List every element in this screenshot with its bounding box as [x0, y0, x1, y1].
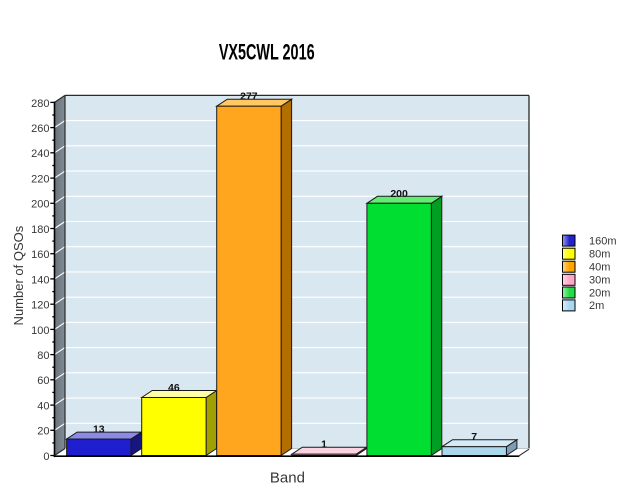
svg-text:240: 240 [31, 148, 49, 160]
svg-text:1: 1 [321, 439, 327, 451]
svg-text:80: 80 [37, 350, 49, 362]
svg-text:7: 7 [471, 431, 477, 443]
svg-text:180: 180 [31, 224, 49, 236]
svg-text:13: 13 [93, 424, 105, 436]
svg-text:260: 260 [31, 123, 49, 135]
svg-text:60: 60 [37, 375, 49, 387]
svg-text:30m: 30m [589, 275, 610, 287]
svg-text:Band: Band [270, 469, 305, 486]
svg-text:200: 200 [390, 188, 408, 200]
svg-text:280: 280 [31, 98, 49, 110]
svg-text:20: 20 [37, 426, 49, 438]
svg-text:VX5CWL 2016: VX5CWL 2016 [219, 39, 315, 64]
svg-text:80m: 80m [589, 249, 610, 261]
svg-text:120: 120 [31, 300, 49, 312]
svg-text:2m: 2m [589, 300, 604, 312]
svg-text:20m: 20m [589, 287, 610, 299]
svg-text:0: 0 [43, 451, 49, 463]
svg-text:40m: 40m [589, 262, 610, 274]
svg-text:40: 40 [37, 401, 49, 413]
svg-text:Number of QSOs: Number of QSOs [11, 225, 26, 325]
svg-text:200: 200 [31, 199, 49, 211]
svg-text:220: 220 [31, 174, 49, 186]
svg-text:46: 46 [168, 382, 180, 394]
svg-text:160m: 160m [589, 235, 617, 247]
svg-text:100: 100 [31, 325, 49, 337]
svg-text:160: 160 [31, 249, 49, 261]
svg-text:140: 140 [31, 274, 49, 286]
svg-text:277: 277 [240, 91, 258, 103]
